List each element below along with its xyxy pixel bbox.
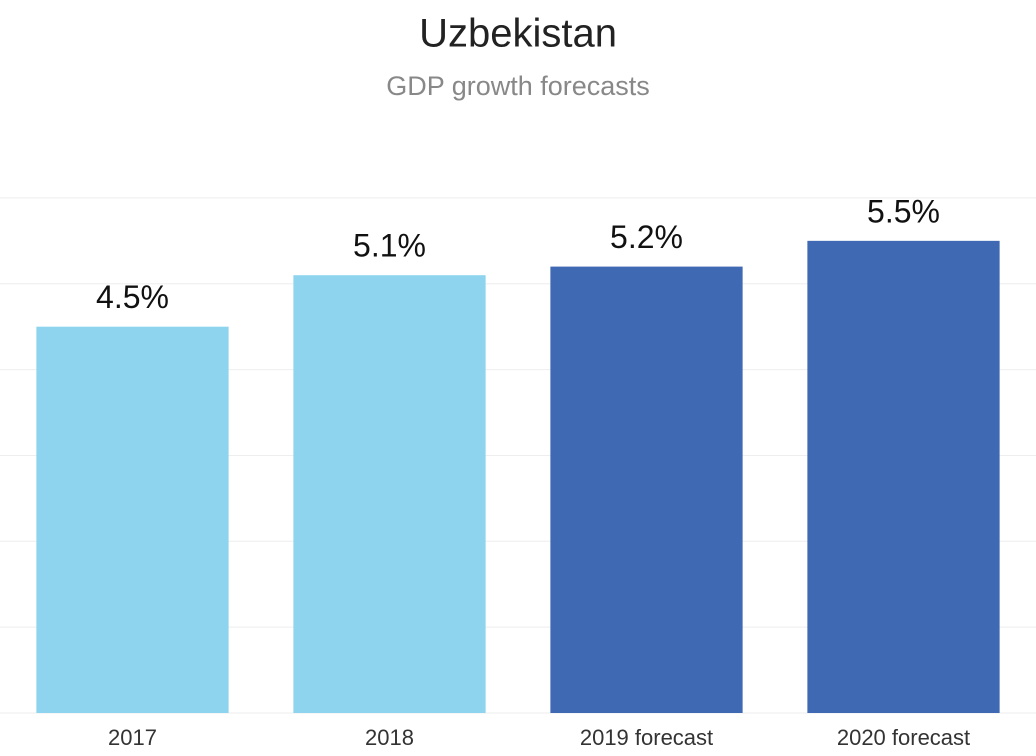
value-label: 5.5% bbox=[867, 193, 940, 229]
chart-subtitle: GDP growth forecasts bbox=[386, 71, 650, 101]
x-tick-label: 2020 forecast bbox=[837, 725, 970, 750]
bar bbox=[550, 266, 743, 713]
value-label: 4.5% bbox=[96, 279, 169, 315]
x-tick-label: 2019 forecast bbox=[580, 725, 713, 750]
value-label: 5.1% bbox=[353, 228, 426, 264]
bar bbox=[807, 240, 1000, 713]
bar bbox=[36, 326, 229, 713]
bar bbox=[293, 275, 486, 713]
value-label: 5.2% bbox=[610, 219, 683, 255]
x-tick-label: 2017 bbox=[108, 725, 157, 750]
x-tick-label: 2018 bbox=[365, 725, 414, 750]
chart-title: Uzbekistan bbox=[419, 12, 617, 56]
